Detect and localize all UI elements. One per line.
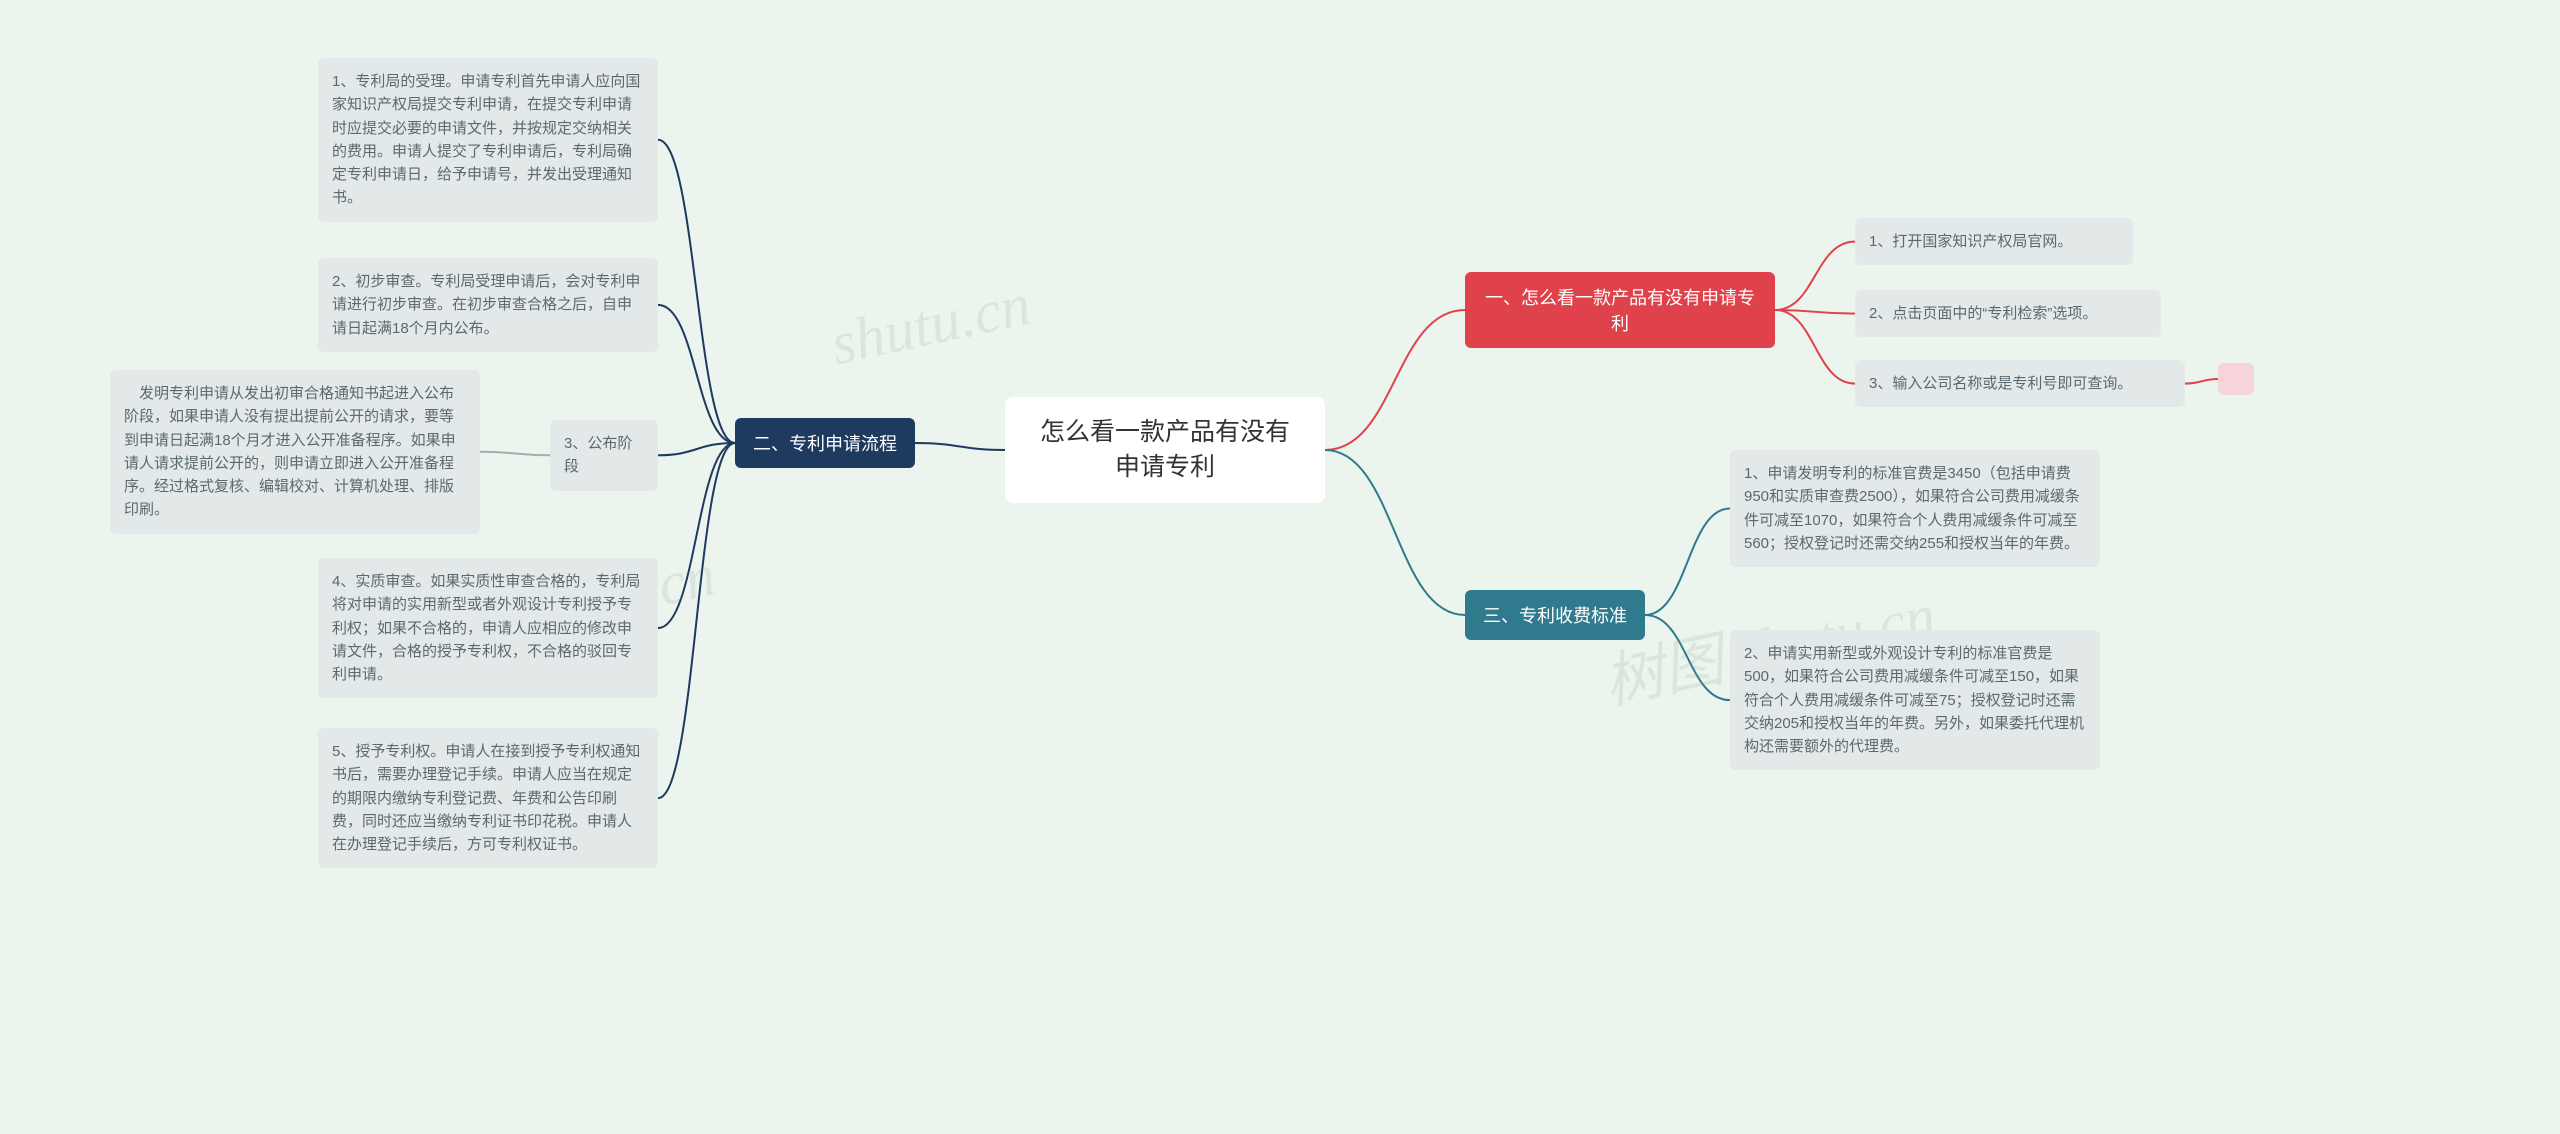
branch-2-leaf-2: 2、初步审查。专利局受理申请后，会对专利申请进行初步审查。在初步审查合格之后，自… [318,258,658,352]
branch-2-leaf-3: 3、公布阶段 [550,420,658,491]
branch-2-leaf-3-sub: 发明专利申请从发出初审合格通知书起进入公布阶段，如果申请人没有提出提前公开的请求… [110,370,480,534]
branch-3-leaf-1: 1、申请发明专利的标准官费是3450（包括申请费950和实质审查费2500），如… [1730,450,2100,567]
branch-1-leaf-3: 3、输入公司名称或是专利号即可查询。 [1855,360,2185,407]
branch-1-leaf-2: 2、点击页面中的“专利检索”选项。 [1855,290,2161,337]
branch-2[interactable]: 二、专利申请流程 [735,418,915,468]
branch-2-leaf-5: 5、授予专利权。申请人在接到授予专利权通知书后，需要办理登记手续。申请人应当在规… [318,728,658,868]
branch-2-leaf-1: 1、专利局的受理。申请专利首先申请人应向国家知识产权局提交专利申请，在提交专利申… [318,58,658,222]
branch-1[interactable]: 一、怎么看一款产品有没有申请专利 [1465,272,1775,348]
watermark-2: shutu.cn [825,270,1037,379]
branch-3[interactable]: 三、专利收费标准 [1465,590,1645,640]
branch-3-leaf-2: 2、申请实用新型或外观设计专利的标准官费是500，如果符合公司费用减缓条件可减至… [1730,630,2100,770]
center-node[interactable]: 怎么看一款产品有没有申请专利 [1005,397,1325,503]
branch-2-leaf-4: 4、实质审查。如果实质性审查合格的，专利局将对申请的实用新型或者外观设计专利授予… [318,558,658,698]
branch-1-leaf-3-extra [2218,363,2254,395]
branch-1-leaf-1: 1、打开国家知识产权局官网。 [1855,218,2133,265]
